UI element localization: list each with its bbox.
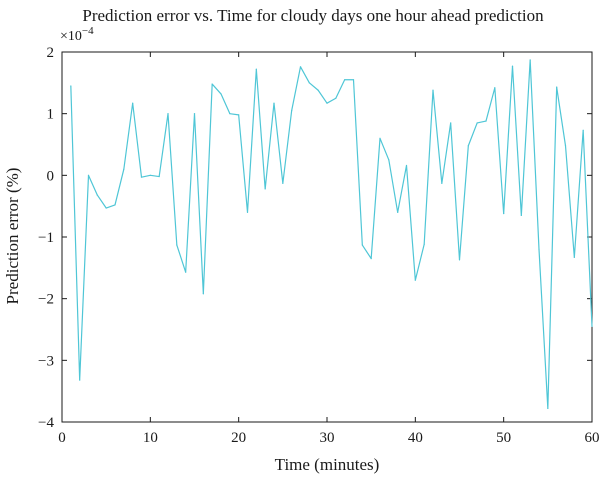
x-axis-label: Time (minutes) bbox=[275, 455, 380, 474]
data-point-40 bbox=[414, 279, 416, 281]
data-point-28 bbox=[308, 82, 310, 84]
data-point-19 bbox=[229, 113, 231, 115]
data-point-58 bbox=[573, 256, 575, 258]
data-point-44 bbox=[450, 122, 452, 124]
data-point-26 bbox=[291, 109, 293, 112]
data-point-49 bbox=[494, 87, 496, 89]
data-point-36 bbox=[379, 137, 381, 139]
data-point-23 bbox=[264, 188, 266, 190]
data-point-46 bbox=[467, 145, 469, 147]
data-point-27 bbox=[299, 66, 302, 68]
y-tick-label-6: 2 bbox=[47, 45, 55, 61]
x-tick-label-60: 60 bbox=[585, 430, 600, 446]
x-tick-label-20: 20 bbox=[231, 430, 246, 446]
chart-title: Prediction error vs. Time for cloudy day… bbox=[82, 6, 544, 25]
data-point-57 bbox=[564, 145, 567, 147]
data-point-7 bbox=[123, 168, 125, 170]
data-point-39 bbox=[405, 164, 408, 167]
data-point-31 bbox=[335, 97, 337, 99]
data-point-45 bbox=[458, 259, 461, 261]
data-point-42 bbox=[432, 89, 434, 91]
data-point-59 bbox=[582, 129, 584, 131]
data-point-55 bbox=[547, 407, 549, 410]
y-multiplier-base: ×10 bbox=[60, 29, 82, 44]
series-line bbox=[70, 59, 593, 410]
plot-area-frame bbox=[61, 51, 593, 423]
data-point-34 bbox=[361, 244, 363, 246]
data-point-21 bbox=[246, 211, 249, 213]
data-point-13 bbox=[176, 244, 178, 246]
data-point-53 bbox=[529, 59, 531, 61]
data-point-5 bbox=[105, 207, 107, 209]
y-axis-label: Prediction error (%) bbox=[3, 168, 22, 305]
data-point-15 bbox=[193, 113, 196, 115]
data-point-51 bbox=[511, 65, 514, 67]
data-point-11 bbox=[158, 175, 160, 178]
data-point-48 bbox=[485, 120, 487, 122]
axis-tick-labels: 0 10 20 30 40 50 60 −4 −3 −2 −1 0 1 2 bbox=[38, 45, 599, 446]
data-point-33 bbox=[352, 79, 355, 81]
y-tick-label-3: −1 bbox=[38, 230, 54, 246]
y-tick-label-1: −3 bbox=[38, 353, 54, 369]
data-point-50 bbox=[503, 212, 505, 215]
data-point-22 bbox=[255, 68, 257, 70]
y-tick-label-5: 1 bbox=[47, 107, 55, 123]
data-point-24 bbox=[273, 102, 275, 104]
data-point-60 bbox=[591, 325, 593, 328]
x-tick-label-0: 0 bbox=[58, 430, 66, 446]
data-point-38 bbox=[397, 211, 399, 213]
data-point-14 bbox=[185, 271, 187, 273]
data-point-17 bbox=[211, 83, 213, 85]
data-point-52 bbox=[520, 214, 522, 217]
data-point-35 bbox=[370, 257, 372, 260]
data-point-9 bbox=[140, 176, 143, 178]
data-point-12 bbox=[167, 113, 169, 115]
y-multiplier-exponent: −4 bbox=[82, 25, 94, 37]
data-point-30 bbox=[326, 102, 328, 104]
data-point-32 bbox=[344, 79, 346, 81]
x-tick-label-30: 30 bbox=[320, 430, 335, 446]
data-point-1 bbox=[70, 85, 72, 87]
x-tick-label-40: 40 bbox=[408, 430, 423, 446]
data-point-47 bbox=[476, 122, 478, 124]
data-point-41 bbox=[423, 243, 425, 245]
data-point-3 bbox=[87, 174, 90, 176]
data-point-6 bbox=[114, 204, 116, 206]
data-point-18 bbox=[220, 93, 222, 95]
series-points bbox=[70, 59, 593, 410]
data-point-2 bbox=[79, 379, 81, 381]
y-tick-label-2: −2 bbox=[38, 292, 54, 308]
y-axis-multiplier: ×10−4 bbox=[60, 25, 94, 44]
data-point-16 bbox=[202, 293, 204, 295]
data-point-20 bbox=[238, 114, 240, 116]
axis-ticks bbox=[61, 51, 593, 423]
y-tick-label-0: −4 bbox=[38, 415, 54, 431]
data-point-43 bbox=[441, 182, 443, 184]
data-point-29 bbox=[317, 89, 319, 91]
data-point-56 bbox=[556, 86, 558, 88]
data-point-10 bbox=[149, 174, 151, 176]
data-point-4 bbox=[96, 194, 98, 196]
data-point-25 bbox=[282, 182, 284, 184]
x-tick-label-50: 50 bbox=[496, 430, 511, 446]
x-tick-label-10: 10 bbox=[143, 430, 158, 446]
data-point-37 bbox=[388, 159, 390, 161]
data-point-8 bbox=[132, 102, 134, 104]
y-tick-label-4: 0 bbox=[47, 168, 55, 184]
data-point-54 bbox=[538, 248, 540, 250]
